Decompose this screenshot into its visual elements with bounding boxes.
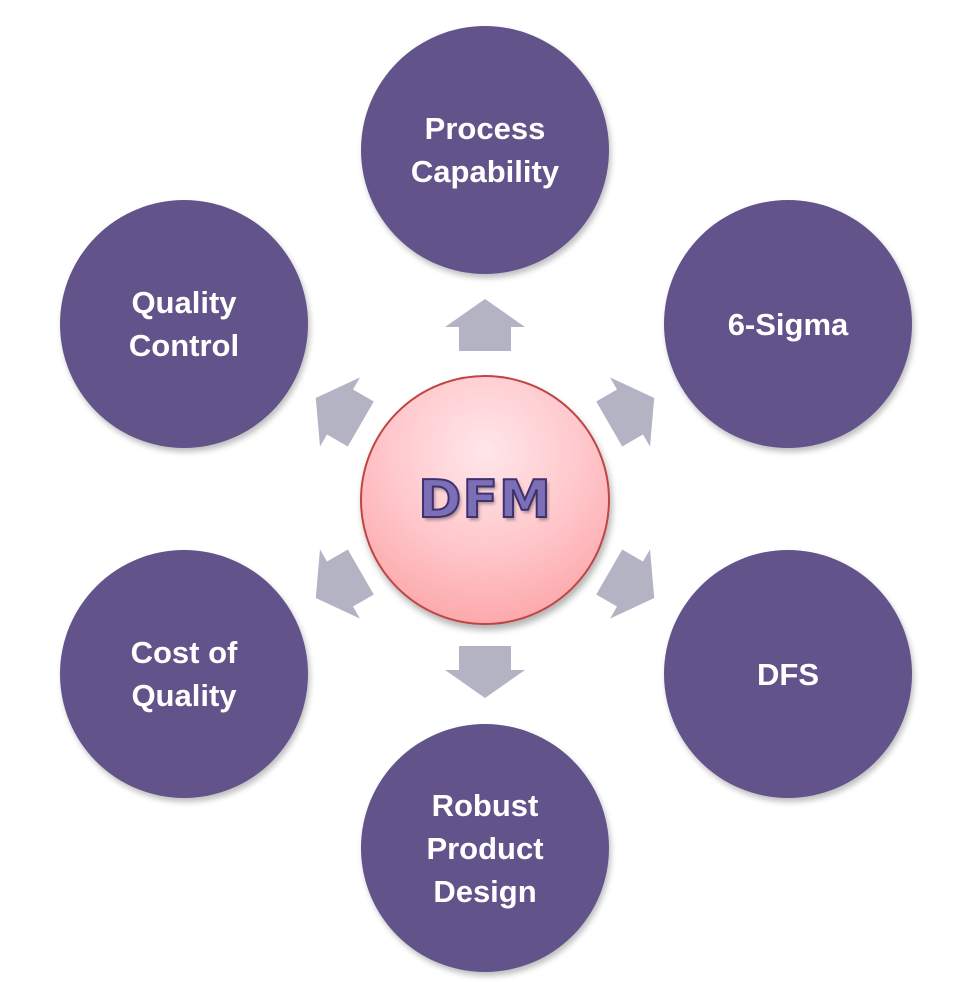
node-quality-control: Quality Control [60,200,308,448]
node-robust-product-design: Robust Product Design [361,724,609,972]
arrow-to-process-capability [445,299,525,351]
node-six-sigma: 6-Sigma [664,200,912,448]
arrow-to-six-sigma [596,377,655,447]
node-label: Quality Control [128,285,240,363]
node-process-capability: Process Capability [361,26,609,274]
center-label: DFM [417,469,552,531]
arrow-to-robust-product-design [445,646,525,698]
arrow-to-dfs [596,549,655,619]
arrow-to-quality-control [315,377,374,447]
node-label: Robust Product Design [426,787,544,909]
node-label: 6-Sigma [727,306,849,342]
node-label: Process Capability [410,111,560,189]
node-dfs: DFS [664,550,912,798]
center-node-dfm: DFM [360,375,610,625]
node-cost-of-quality: Cost of Quality [60,550,308,798]
arrow-to-cost-of-quality [315,549,374,619]
node-label: DFS [757,656,819,692]
node-label: Cost of Quality [130,635,238,713]
